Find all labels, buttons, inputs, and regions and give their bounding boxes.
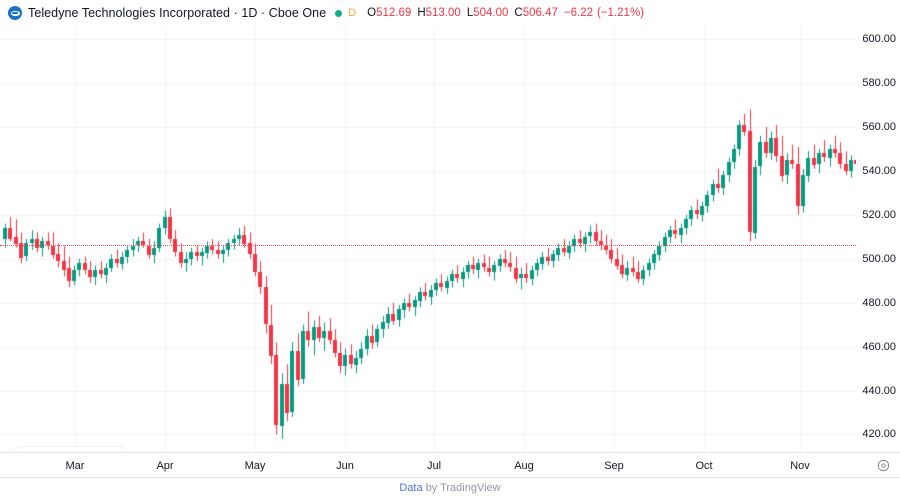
price-axis-tick: 480.00 bbox=[862, 296, 896, 309]
candlestick-series bbox=[0, 26, 856, 452]
chart-header: Teledyne Technologies Incorporated · 1D … bbox=[0, 0, 900, 26]
price-axis[interactable]: 420.00 440.00 460.00 480.00 500.00 520.00 540.… bbox=[856, 26, 900, 452]
time-axis-tick: Apr bbox=[156, 460, 174, 472]
high-value: H513.00 bbox=[417, 7, 461, 19]
low-value: L504.00 bbox=[467, 7, 509, 19]
time-axis-tick: Aug bbox=[514, 460, 534, 472]
teledyne-logo-icon bbox=[8, 6, 22, 20]
footer-data-link[interactable]: Data bbox=[399, 482, 423, 494]
close-number: 506.47 bbox=[522, 7, 558, 19]
interval-badge[interactable]: D bbox=[348, 7, 357, 19]
watermark-label: TradingView bbox=[46, 451, 118, 452]
time-axis[interactable]: Mar Apr May Jun Jul Aug Sep Oct Nov bbox=[0, 452, 900, 478]
high-label: H bbox=[417, 7, 426, 19]
price-axis-tick: 460.00 bbox=[862, 340, 896, 353]
change-absolute: −6.22 bbox=[563, 7, 594, 19]
time-axis-tick: Jul bbox=[426, 460, 442, 472]
symbol-title[interactable]: Teledyne Technologies Incorporated · 1D … bbox=[28, 6, 327, 20]
low-number: 504.00 bbox=[473, 7, 509, 19]
price-axis-tick: 540.00 bbox=[862, 164, 896, 177]
market-open-dot-icon bbox=[335, 9, 343, 17]
high-number: 513.00 bbox=[425, 7, 461, 19]
price-axis-tick: 440.00 bbox=[862, 384, 896, 397]
price-axis-tick: 580.00 bbox=[862, 77, 896, 90]
time-axis-tick: Oct bbox=[695, 460, 713, 472]
change-percent: (−1.21%) bbox=[597, 7, 644, 19]
time-axis-tick: Mar bbox=[65, 460, 85, 472]
price-axis-tick: 500.00 bbox=[862, 252, 896, 265]
price-axis-tick: 600.00 bbox=[862, 33, 896, 46]
price-axis-tick: 520.00 bbox=[862, 208, 896, 221]
price-axis-tick: 560.00 bbox=[862, 121, 896, 133]
footer-attribution: by TradingView bbox=[425, 482, 501, 494]
time-axis-tick: May bbox=[244, 460, 266, 472]
low-label: L bbox=[466, 7, 474, 19]
close-label: C bbox=[514, 7, 523, 19]
time-axis-tick: Sep bbox=[604, 460, 624, 472]
time-axis-tick: Jun bbox=[336, 460, 354, 472]
chart-footer: Data by TradingView bbox=[0, 478, 900, 498]
close-value: C506.47 bbox=[514, 7, 558, 19]
time-axis-tick: Nov bbox=[790, 460, 810, 472]
chart-plot-area[interactable]: TradingView bbox=[0, 26, 856, 452]
tradingview-watermark: TradingView bbox=[12, 447, 130, 452]
open-value: O512.69 bbox=[367, 7, 411, 19]
open-number: 512.69 bbox=[376, 7, 412, 19]
price-axis-tick: 420.00 bbox=[862, 428, 896, 441]
open-label: O bbox=[367, 7, 377, 19]
last-price-line bbox=[0, 245, 856, 246]
settings-gear-icon[interactable] bbox=[877, 459, 890, 472]
